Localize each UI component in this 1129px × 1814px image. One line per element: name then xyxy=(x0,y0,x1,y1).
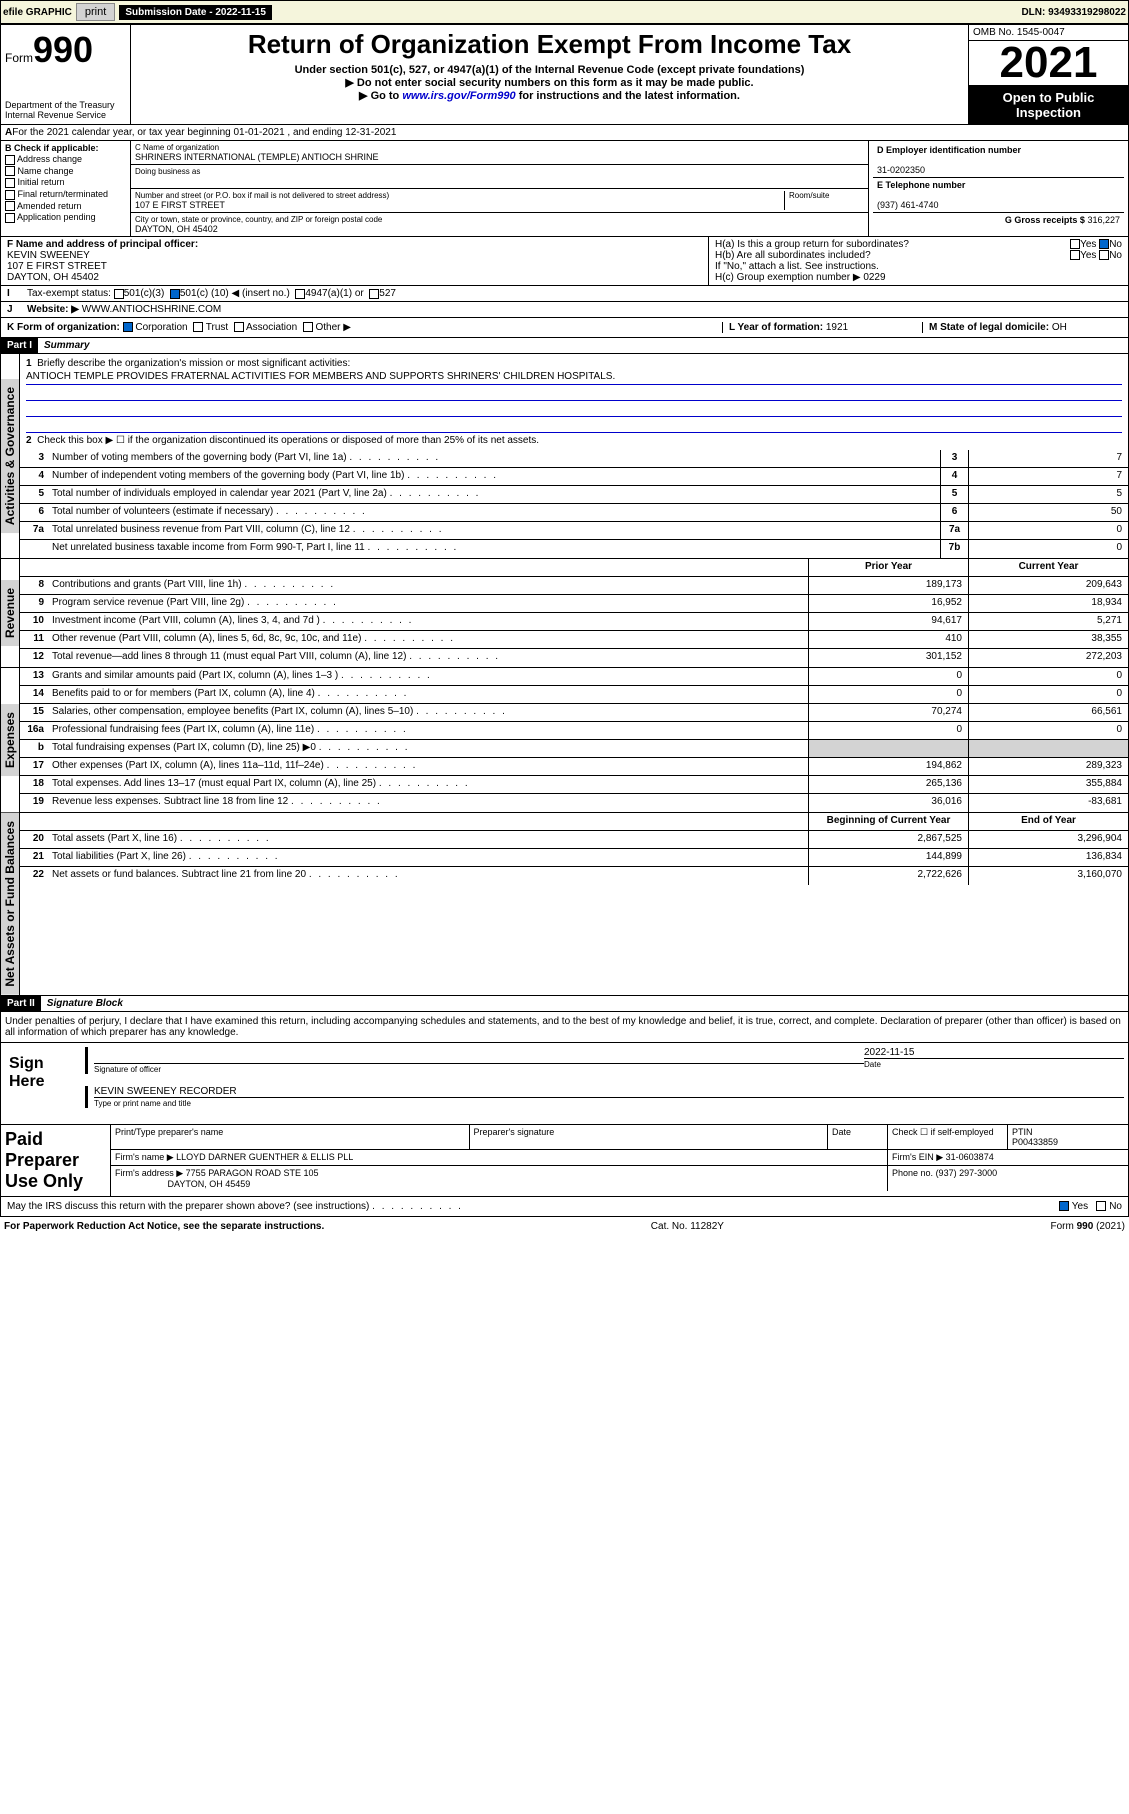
form-title: Return of Organization Exempt From Incom… xyxy=(139,29,960,60)
summary-line: Net unrelated business taxable income fr… xyxy=(20,540,1128,558)
summary-line: 4Number of independent voting members of… xyxy=(20,468,1128,486)
summary-line: 17Other expenses (Part IX, column (A), l… xyxy=(20,758,1128,776)
prep-check-if: Check ☐ if self-employed xyxy=(888,1125,1008,1149)
summary-line: 5Total number of individuals employed in… xyxy=(20,486,1128,504)
summary-line: 15Salaries, other compensation, employee… xyxy=(20,704,1128,722)
firm-name: Firm's name ▶ LLOYD DARNER GUENTHER & EL… xyxy=(111,1150,888,1165)
part2-header: Part II xyxy=(1,996,41,1011)
summary-line: 11Other revenue (Part VIII, column (A), … xyxy=(20,631,1128,649)
penalties-text: Under penalties of perjury, I declare th… xyxy=(0,1012,1129,1043)
street-cell: Number and street (or P.O. box if mail i… xyxy=(131,189,868,213)
vlabel-gov: Activities & Governance xyxy=(1,379,19,533)
summary-line: bTotal fundraising expenses (Part IX, co… xyxy=(20,740,1128,758)
submission-date: Submission Date - 2022-11-15 xyxy=(119,5,272,20)
part1-header: Part I xyxy=(1,338,38,353)
section-l: L Year of formation: 1921 xyxy=(722,322,922,333)
officer-name: KEVIN SWEENEY RECORDER xyxy=(94,1086,1124,1097)
form-subtitle: Under section 501(c), 527, or 4947(a)(1)… xyxy=(139,64,960,76)
part1-title: Summary xyxy=(38,338,96,353)
vlabel-net: Net Assets or Fund Balances xyxy=(1,813,19,995)
page-footer: For Paperwork Reduction Act Notice, see … xyxy=(0,1217,1129,1236)
part2-title: Signature Block xyxy=(41,996,129,1011)
gross-receipts-cell: G Gross receipts $ 316,227 xyxy=(873,213,1124,227)
dln: DLN: 93493319298022 xyxy=(1021,7,1126,18)
tax-exempt-label: Tax-exempt status: xyxy=(27,288,111,299)
summary-line: 3Number of voting members of the governi… xyxy=(20,450,1128,468)
irs-label: Internal Revenue Service xyxy=(5,110,126,120)
top-bar: efile GRAPHIC print Submission Date - 20… xyxy=(0,0,1129,24)
prep-ptin: PTINP00433859 xyxy=(1008,1125,1128,1149)
inspection-label: Open to Public Inspection xyxy=(969,86,1128,124)
summary-line: 22Net assets or fund balances. Subtract … xyxy=(20,867,1128,885)
section-a: A For the 2021 calendar year, or tax yea… xyxy=(0,125,1129,141)
efile-label: efile GRAPHIC xyxy=(3,7,72,18)
section-f: F Name and address of principal officer:… xyxy=(1,237,708,285)
summary-line: 9Program service revenue (Part VIII, lin… xyxy=(20,595,1128,613)
firm-ein: Firm's EIN ▶ 31-0603874 xyxy=(888,1150,1128,1165)
summary-line: 7aTotal unrelated business revenue from … xyxy=(20,522,1128,540)
q1-label: Briefly describe the organization's miss… xyxy=(37,358,350,369)
prep-print-name: Print/Type preparer's name xyxy=(111,1125,470,1149)
date-label: Date xyxy=(864,1058,1124,1069)
org-name-cell: C Name of organization SHRINERS INTERNAT… xyxy=(131,141,868,165)
sig-date: 2022-11-15 xyxy=(864,1047,1124,1058)
website-value: WWW.ANTIOCHSHRINE.COM xyxy=(82,304,221,315)
form-header: Form990 Department of the Treasury Inter… xyxy=(0,24,1129,125)
summary-line: 13Grants and similar amounts paid (Part … xyxy=(20,668,1128,686)
firm-addr: Firm's address ▶ 7755 PARAGON ROAD STE 1… xyxy=(111,1166,888,1191)
section-b: B Check if applicable: Address change Na… xyxy=(1,141,131,236)
ein-cell: D Employer identification number 31-0202… xyxy=(873,143,1124,178)
type-name-label: Type or print name and title xyxy=(94,1097,1124,1108)
form-note2: ▶ Go to www.irs.gov/Form990 for instruct… xyxy=(139,89,960,102)
firm-phone: Phone no. (937) 297-3000 xyxy=(888,1166,1128,1191)
vlabel-exp: Expenses xyxy=(1,704,19,776)
col-begin: Beginning of Current Year xyxy=(808,813,968,830)
city-cell: City or town, state or province, country… xyxy=(131,213,868,236)
phone-cell: E Telephone number (937) 461-4740 xyxy=(873,178,1124,213)
prep-date: Date xyxy=(828,1125,888,1149)
summary-line: 14Benefits paid to or for members (Part … xyxy=(20,686,1128,704)
col-end: End of Year xyxy=(968,813,1128,830)
mission-text: ANTIOCH TEMPLE PROVIDES FRATERNAL ACTIVI… xyxy=(26,371,1122,385)
vlabel-rev: Revenue xyxy=(1,580,19,646)
irs-link[interactable]: www.irs.gov/Form990 xyxy=(402,90,515,102)
summary-line: 10Investment income (Part VIII, column (… xyxy=(20,613,1128,631)
summary-line: 21Total liabilities (Part X, line 26) 14… xyxy=(20,849,1128,867)
sign-here-label: Sign Here xyxy=(5,1047,85,1120)
form-number: Form990 xyxy=(5,29,126,71)
q2-label: Check this box ▶ ☐ if the organization d… xyxy=(37,435,539,446)
sig-officer-label: Signature of officer xyxy=(94,1063,864,1074)
website-label: Website: ▶ xyxy=(27,304,79,315)
print-button[interactable]: print xyxy=(76,3,115,21)
discuss-row: May the IRS discuss this return with the… xyxy=(0,1197,1129,1217)
dba-cell: Doing business as xyxy=(131,165,868,189)
summary-line: 16aProfessional fundraising fees (Part I… xyxy=(20,722,1128,740)
summary-line: 8Contributions and grants (Part VIII, li… xyxy=(20,577,1128,595)
form-note1: ▶ Do not enter social security numbers o… xyxy=(139,76,960,89)
section-k: K Form of organization: Corporation Trus… xyxy=(7,322,722,333)
section-m: M State of legal domicile: OH xyxy=(922,322,1122,333)
tax-year: 2021 xyxy=(969,41,1128,86)
col-prior: Prior Year xyxy=(808,559,968,576)
prep-sig: Preparer's signature xyxy=(470,1125,829,1149)
summary-line: 6Total number of volunteers (estimate if… xyxy=(20,504,1128,522)
summary-line: 18Total expenses. Add lines 13–17 (must … xyxy=(20,776,1128,794)
paid-preparer-label: Paid Preparer Use Only xyxy=(1,1125,111,1196)
summary-line: 19Revenue less expenses. Subtract line 1… xyxy=(20,794,1128,812)
summary-line: 12Total revenue—add lines 8 through 11 (… xyxy=(20,649,1128,667)
summary-line: 20Total assets (Part X, line 16) 2,867,5… xyxy=(20,831,1128,849)
col-current: Current Year xyxy=(968,559,1128,576)
section-h: H(a) Is this a group return for subordin… xyxy=(708,237,1128,285)
dept-label: Department of the Treasury xyxy=(5,100,126,110)
